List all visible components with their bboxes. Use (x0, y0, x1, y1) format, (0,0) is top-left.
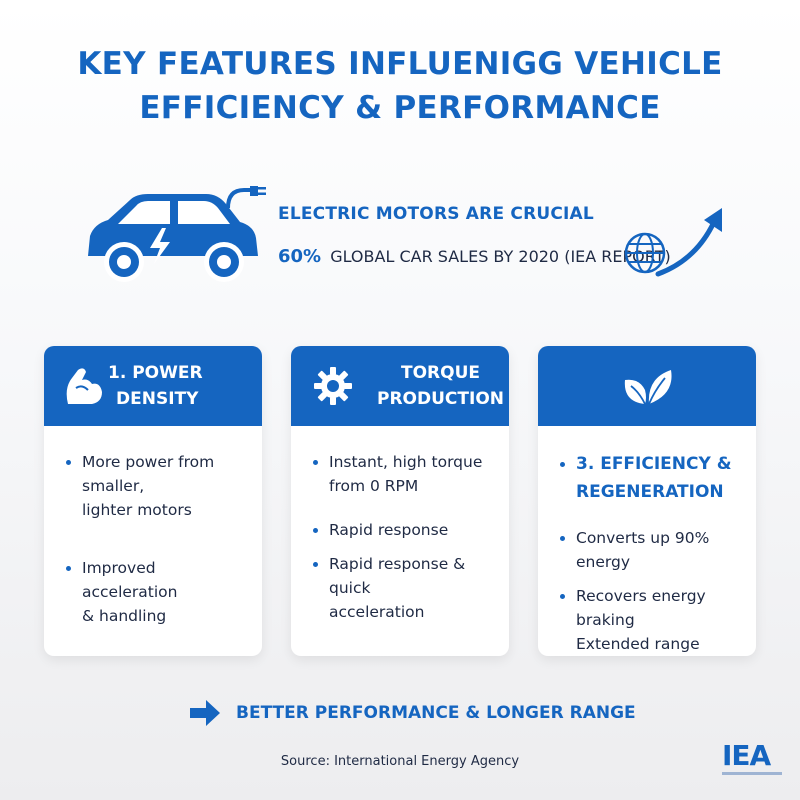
hero-section: ELECTRIC MOTORS ARE CRUCIAL 60% GLOBAL C… (278, 204, 671, 267)
card-header: 1. POWER DENSITY (44, 346, 262, 426)
stat-text: GLOBAL CAR SALES BY 2020 (IEA REPORT) (330, 247, 671, 266)
card-torque-production: TORQUE PRODUCTION Instant, high torque f… (291, 346, 509, 656)
trend-up-arrow-icon (655, 208, 722, 277)
iea-logo: IEA (722, 742, 786, 775)
card-power-density: 1. POWER DENSITY More power from smaller… (44, 346, 262, 656)
list-item: Instant, high torque from 0 RPM (311, 450, 493, 498)
card-body: 3. EFFICIENCY & REGENERATION Converts up… (538, 426, 756, 656)
plug-cable (226, 188, 250, 209)
card-title: 1. POWER DENSITY (108, 363, 203, 409)
electric-car-icon (88, 186, 266, 282)
card-header (538, 346, 756, 426)
lightning-icon (150, 228, 170, 264)
list-item: More power from smaller, lighter motors (64, 450, 246, 522)
hero-headline: ELECTRIC MOTORS ARE CRUCIAL (278, 204, 594, 224)
card-body: Instant, high torque from 0 RPM Rapid re… (291, 426, 509, 624)
list-item: Recovers energy braking Extended range (558, 584, 740, 656)
leaves-icon (624, 370, 672, 405)
conclusion: BETTER PERFORMANCE & LONGER RANGE (190, 700, 636, 726)
flexed-arm-icon (66, 368, 102, 404)
list-item: Rapid response & quick acceleration (311, 552, 493, 624)
card-title: 3. EFFICIENCY & REGENERATION (558, 450, 740, 506)
list-item: Converts up 90% energy (558, 526, 740, 574)
source-credit: Source: International Energy Agency (280, 754, 520, 769)
gear-icon (314, 367, 352, 405)
arrow-right-icon (190, 700, 220, 726)
conclusion-text: BETTER PERFORMANCE & LONGER RANGE (236, 703, 636, 723)
card-body: More power from smaller, lighter motors … (44, 426, 262, 628)
list-item: Rapid response (311, 518, 493, 542)
card-header: TORQUE PRODUCTION (291, 346, 509, 426)
card-efficiency-regeneration: 3. EFFICIENCY & REGENERATION Converts up… (538, 346, 756, 656)
stat-value: 60% (278, 246, 322, 267)
globe-icon (624, 232, 666, 274)
logo-text: IEA (722, 739, 771, 772)
list-item: Improved acceleration & handling (64, 556, 246, 628)
title-line-2: EFFICIENCY & PERFORMANCE (139, 90, 661, 126)
logo-subtitle (722, 772, 782, 775)
page-title: KEY FEATURES INFLUENIGG VEHICLE EFFICIEN… (0, 42, 800, 130)
card-title: TORQUE PRODUCTION (377, 363, 504, 409)
hero-stat: 60% GLOBAL CAR SALES BY 2020 (IEA REPORT… (278, 246, 671, 267)
title-line-1: KEY FEATURES INFLUENIGG VEHICLE (77, 46, 723, 82)
